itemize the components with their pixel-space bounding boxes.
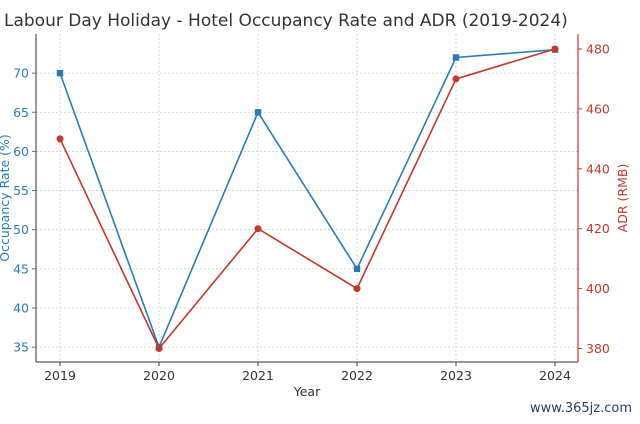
x-tick-label: 2021 — [242, 368, 274, 383]
data-point-adr — [452, 75, 460, 83]
y-right-tick-label: 460 — [586, 101, 610, 116]
data-point-adr — [353, 285, 361, 293]
ticks: 2019 2020 2021 2022 2023 2024 35 40 45 50 55 60 65 70… — [13, 41, 610, 383]
chart-title: Labour Day Holiday - Hotel Occupancy Rat… — [4, 11, 568, 31]
grid — [36, 34, 578, 362]
x-axis-label: Year — [293, 384, 321, 399]
y-left-tick-label: 35 — [13, 340, 29, 355]
x-tick-label: 2024 — [539, 368, 571, 383]
y-left-axis-label: Occupancy Rate (%) — [0, 134, 12, 262]
y-right-tick-label: 380 — [586, 341, 610, 356]
y-right-tick-label: 480 — [586, 41, 610, 56]
data-point-adr — [56, 135, 64, 143]
y-left-tick-label: 50 — [13, 222, 29, 237]
x-tick-label: 2022 — [341, 368, 373, 383]
data-point-adr — [155, 345, 163, 353]
data-point-occupancy — [254, 109, 262, 116]
data-point-adr — [551, 45, 559, 53]
axes — [35, 34, 579, 363]
y-right-tick-label: 440 — [586, 161, 610, 176]
y-left-tick-label: 60 — [13, 144, 29, 159]
y-left-tick-label: 70 — [13, 66, 29, 81]
data-point-occupancy — [353, 265, 361, 273]
data-point-occupancy — [452, 54, 460, 61]
data-point-adr — [254, 225, 262, 233]
y-left-tick-label: 40 — [13, 300, 29, 315]
watermark: www.365jz.com — [530, 401, 632, 416]
series-line-occupancy — [59, 48, 556, 350]
y-left-tick-label: 65 — [13, 105, 29, 120]
x-tick-label: 2023 — [440, 368, 472, 383]
y-left-tick-label: 55 — [13, 183, 29, 198]
y-right-tick-label: 400 — [586, 281, 610, 296]
data-point-occupancy — [56, 69, 64, 77]
series — [56, 45, 559, 353]
y-right-axis-label: ADR (RMB) — [615, 164, 630, 233]
series-line-adr — [59, 48, 556, 351]
y-right-tick-label: 420 — [586, 221, 610, 236]
y-left-tick-label: 45 — [13, 261, 29, 276]
x-tick-label: 2019 — [44, 368, 76, 383]
x-tick-label: 2020 — [143, 368, 175, 383]
